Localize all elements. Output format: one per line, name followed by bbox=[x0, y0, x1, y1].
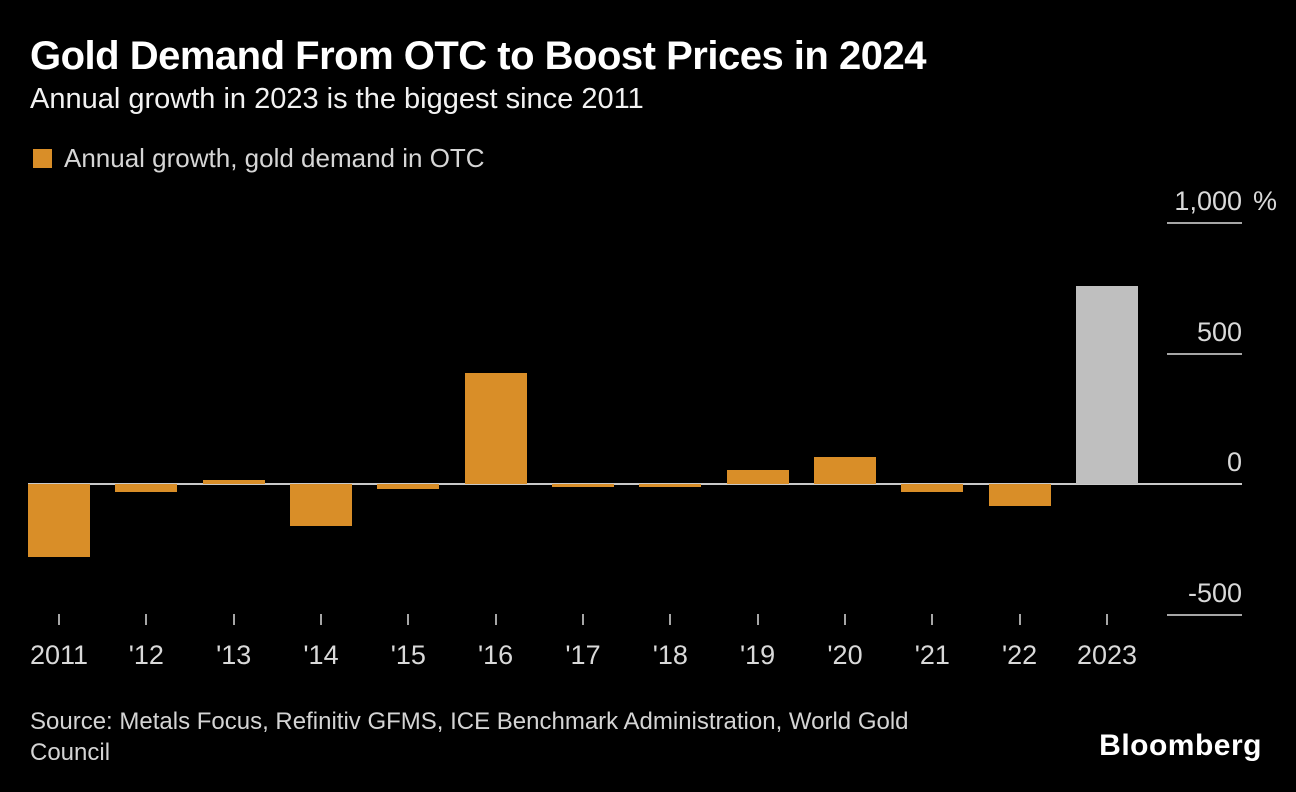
bar-16 bbox=[464, 373, 527, 484]
x-tick-18 bbox=[669, 614, 672, 625]
x-tick-2011 bbox=[58, 614, 60, 625]
source-note: Source: Metals Focus, Refinitiv GFMS, IC… bbox=[30, 706, 909, 768]
y-axis-unit: % bbox=[1253, 186, 1278, 216]
bar-13 bbox=[202, 480, 265, 484]
x-label-22: '22 bbox=[1002, 640, 1038, 670]
legend-swatch-icon bbox=[33, 148, 52, 168]
y-label--500: -500 bbox=[1187, 577, 1242, 608]
x-tick-14 bbox=[320, 614, 322, 625]
bar-19 bbox=[726, 469, 789, 484]
x-label-15: '15 bbox=[390, 640, 426, 670]
bar-2023 bbox=[1076, 285, 1138, 484]
bar-12 bbox=[115, 484, 178, 492]
bar-20 bbox=[814, 456, 876, 484]
x-tick-21 bbox=[931, 614, 934, 625]
bloomberg-logo: Bloomberg bbox=[1099, 729, 1262, 762]
chart-title: Gold Demand From OTC to Boost Prices in … bbox=[30, 34, 926, 78]
x-label-18: '18 bbox=[652, 640, 688, 670]
x-tick-2023 bbox=[1106, 614, 1108, 625]
zero-axis-line bbox=[28, 483, 1242, 485]
legend-label: Annual growth, gold demand in OTC bbox=[64, 142, 485, 173]
bar-17 bbox=[552, 484, 614, 487]
x-label-12: '12 bbox=[128, 640, 164, 670]
x-tick-20 bbox=[844, 614, 846, 625]
x-tick-19 bbox=[756, 614, 759, 625]
chart-subtitle: Annual growth in 2023 is the biggest sin… bbox=[30, 83, 644, 115]
y-label-0: 0 bbox=[1226, 447, 1242, 477]
x-label-2023: 2023 bbox=[1076, 640, 1138, 670]
x-tick-15 bbox=[407, 614, 410, 625]
y-label-1000: 1,000 bbox=[1174, 186, 1242, 216]
x-tick-13 bbox=[232, 614, 235, 625]
y-tick-line-500 bbox=[1167, 352, 1242, 355]
x-label-17: '17 bbox=[565, 640, 601, 670]
x-label-20: '20 bbox=[827, 640, 863, 670]
source-line-1: Source: Metals Focus, Refinitiv GFMS, IC… bbox=[30, 708, 909, 735]
y-label-500: 500 bbox=[1196, 316, 1242, 347]
x-label-2011: 2011 bbox=[29, 640, 89, 670]
bar-2011 bbox=[28, 484, 90, 558]
x-label-14: '14 bbox=[303, 640, 339, 670]
bar-21 bbox=[901, 484, 964, 492]
x-label-21: '21 bbox=[914, 640, 950, 670]
x-tick-17 bbox=[582, 614, 584, 625]
x-label-13: '13 bbox=[216, 640, 252, 670]
bar-15 bbox=[377, 484, 440, 490]
legend: Annual growth, gold demand in OTC bbox=[33, 143, 485, 173]
bar-14 bbox=[290, 484, 352, 526]
x-tick-22 bbox=[1018, 614, 1021, 625]
bar-18 bbox=[639, 484, 702, 487]
y-tick-line-1000 bbox=[1167, 222, 1242, 224]
x-tick-12 bbox=[145, 614, 148, 625]
bar-22 bbox=[988, 484, 1051, 507]
y-tick-line--500 bbox=[1167, 613, 1242, 616]
x-label-19: '19 bbox=[740, 640, 776, 670]
x-label-16: '16 bbox=[478, 640, 514, 670]
x-tick-16 bbox=[494, 614, 497, 625]
source-line-2: Council bbox=[30, 739, 111, 766]
